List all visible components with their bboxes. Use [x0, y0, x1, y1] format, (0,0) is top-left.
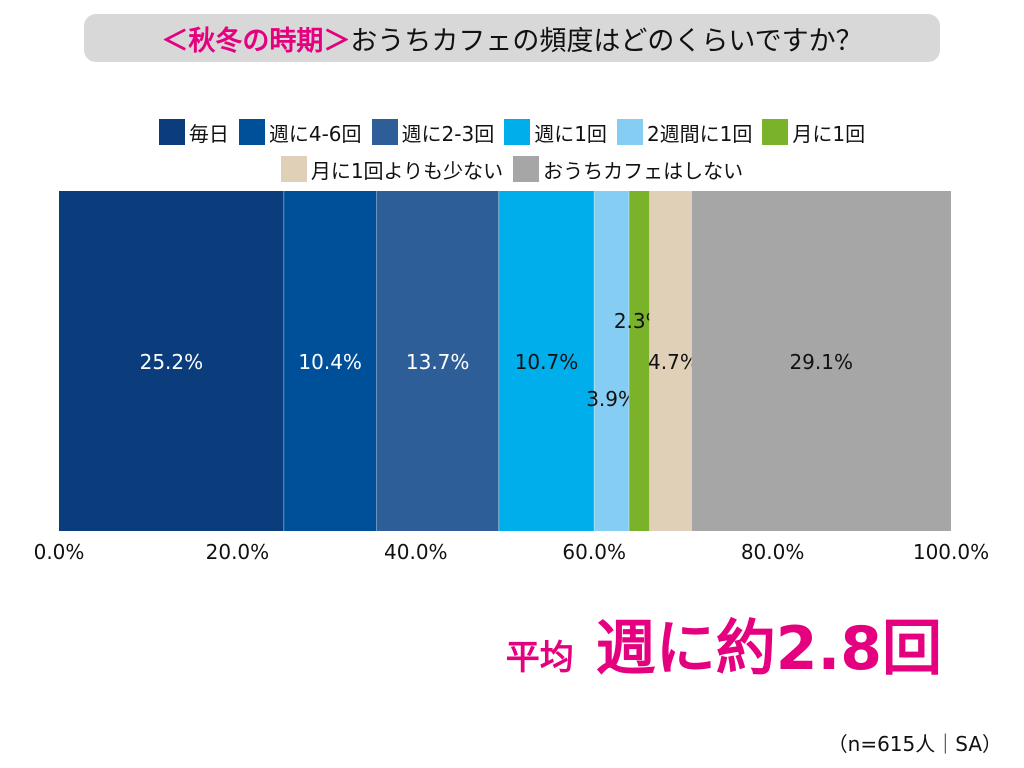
legend-item: 週に2-3回 — [371, 118, 495, 146]
legend-item: 週に1回 — [504, 118, 607, 146]
average-callout: 平均 週に約2.8回 — [506, 600, 942, 690]
legend-swatch — [504, 119, 531, 145]
legend-row-2: 月に1回よりも少ない おうちカフェはしない — [0, 155, 1024, 183]
legend-label: 週に1回 — [534, 121, 607, 146]
legend-item: 月に1回よりも少ない — [280, 155, 504, 183]
average-label: 平均 — [505, 638, 574, 678]
data-label: 10.7% — [515, 350, 579, 374]
data-label: 29.1% — [789, 350, 853, 374]
legend-swatch — [762, 119, 789, 145]
legend-swatch — [513, 156, 540, 182]
legend-item: 2週間に1回 — [616, 118, 753, 146]
title-question: おうちカフェの頻度はどのくらいですか？ — [350, 25, 863, 57]
data-label: 4.7% — [648, 350, 699, 374]
legend-swatch — [238, 119, 265, 145]
bar-segment — [59, 191, 284, 531]
bar-segment — [628, 191, 650, 531]
legend-item: 週に4-6回 — [238, 118, 362, 146]
legend-label: 週に4-6回 — [268, 121, 362, 146]
legend-swatch — [371, 119, 398, 145]
legend-label: おうちカフェはしない — [543, 158, 744, 183]
x-tick-label: 40.0% — [384, 540, 448, 564]
chart-title-box: ＜秋冬の時期＞ おうちカフェの頻度はどのくらいですか？ — [84, 14, 940, 62]
bar-segment — [691, 191, 951, 531]
title-season: ＜秋冬の時期＞ — [161, 25, 351, 57]
x-tick-label: 80.0% — [741, 540, 805, 564]
legend-label: 週に2-3回 — [401, 121, 495, 146]
legend-item: おうちカフェはしない — [513, 155, 743, 183]
legend-swatch — [616, 119, 643, 145]
data-label: 3.9% — [586, 387, 637, 411]
x-tick-label: 100.0% — [913, 540, 989, 564]
data-label: 25.2% — [140, 350, 204, 374]
bar-segment — [594, 191, 629, 531]
bar-segment — [649, 191, 692, 531]
x-tick-label: 60.0% — [562, 540, 626, 564]
legend-label: 2週間に1回 — [646, 121, 753, 146]
bar-segment — [498, 191, 595, 531]
sample-note: （n=615人｜SA） — [827, 732, 1002, 756]
stacked-bar-chart: 25.2% 10.4% 13.7% 10.7%3.9%2.3%4.7% 29.1%0.0… — [34, 191, 989, 564]
legend-swatch — [158, 119, 185, 145]
legend-swatch — [280, 156, 307, 182]
legend-label: 月に1回よりも少ない — [310, 158, 504, 183]
bar-segment — [376, 191, 499, 531]
x-tick-label: 20.0% — [206, 540, 270, 564]
legend-row-1: 毎日 週に4-6回 週に2-3回 週に1回 2週間に1回 月に1回 — [0, 118, 1024, 146]
data-label: 10.4% — [298, 350, 362, 374]
average-value: 週に約2.8回 — [595, 614, 942, 684]
bar-segment — [283, 191, 377, 531]
legend-item: 毎日 — [158, 118, 229, 146]
legend-item: 月に1回 — [762, 118, 865, 146]
legend-label: 毎日 — [188, 121, 229, 146]
data-label: 13.7% — [406, 350, 470, 374]
x-tick-label: 0.0% — [34, 540, 85, 564]
legend-label: 月に1回 — [792, 121, 866, 146]
